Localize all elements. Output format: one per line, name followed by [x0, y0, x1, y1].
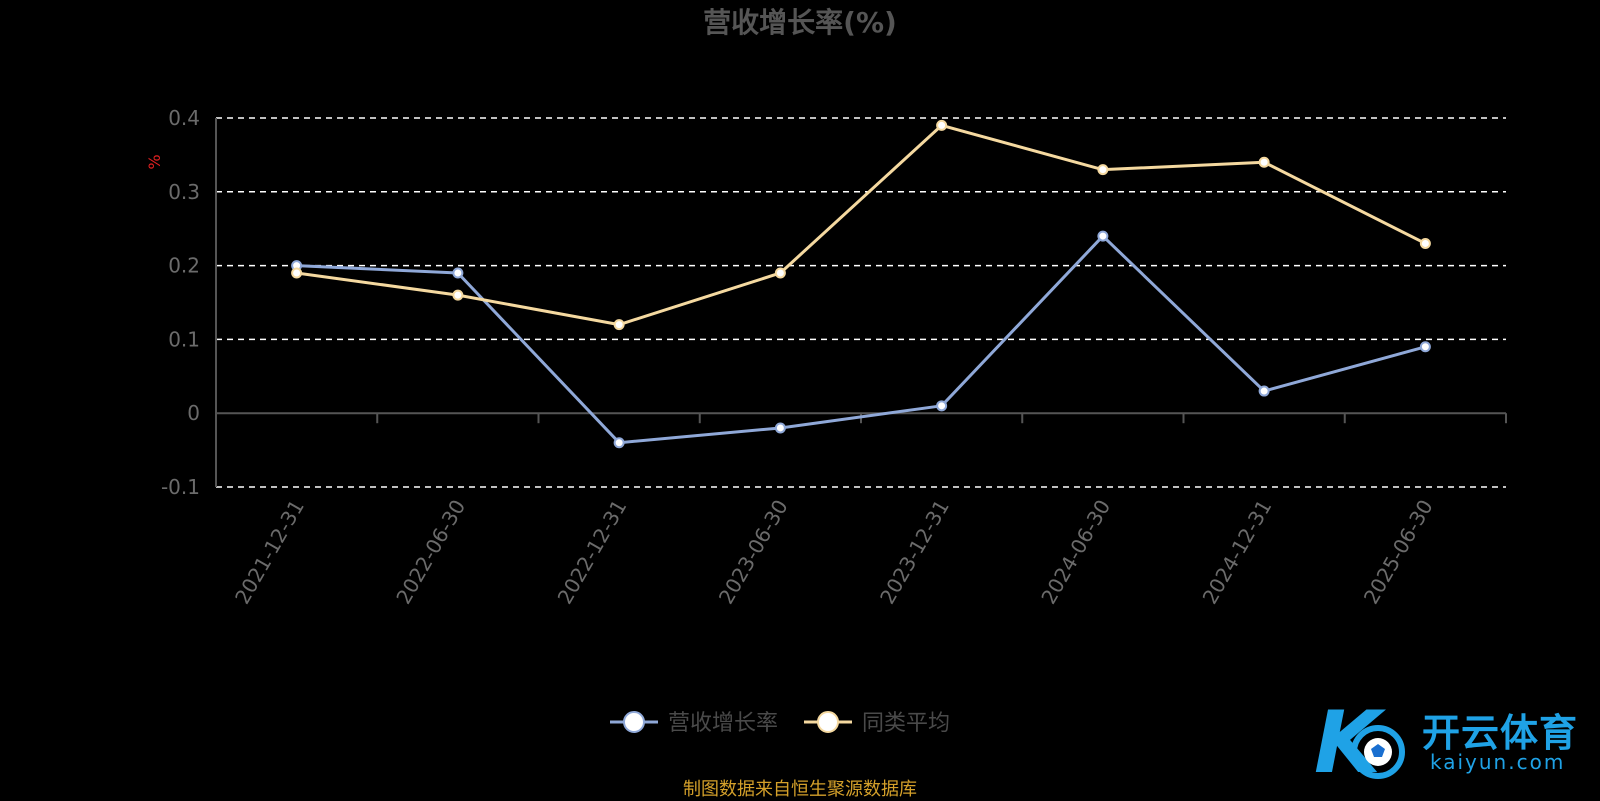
- data-point: [452, 289, 464, 301]
- logo-url: kaiyun.com: [1430, 750, 1566, 774]
- data-point: [613, 437, 625, 449]
- y-axis-label: %: [145, 154, 164, 169]
- y-tick-label: 0: [187, 401, 200, 425]
- data-point: [774, 267, 786, 279]
- x-tick-label: 2022-12-31: [553, 496, 632, 609]
- x-tick-label: 2023-12-31: [875, 496, 954, 609]
- x-tick-label: 2022-06-30: [391, 496, 470, 609]
- legend-marker: [817, 711, 839, 733]
- y-tick-label: 0.3: [168, 180, 200, 204]
- data-point: [1097, 164, 1109, 176]
- data-point: [936, 119, 948, 131]
- data-point: [1258, 385, 1270, 397]
- logo-text: 开云体育: [1422, 711, 1579, 755]
- x-tick-label: 2025-06-30: [1359, 496, 1438, 609]
- y-tick-label: -0.1: [161, 475, 200, 499]
- data-source-note: 制图数据来自恒生聚源数据库: [683, 779, 917, 800]
- x-tick-label: 2023-06-30: [714, 496, 793, 609]
- y-tick-label: 0.2: [168, 254, 200, 278]
- data-point: [1258, 156, 1270, 168]
- legend-label: 同类平均: [862, 711, 950, 736]
- x-tick-label: 2024-06-30: [1036, 496, 1115, 609]
- data-point: [1419, 237, 1431, 249]
- legend-item[interactable]: 营收增长率: [610, 711, 778, 736]
- legend-marker: [623, 711, 645, 733]
- axes: [215, 118, 1507, 487]
- data-point: [613, 319, 625, 331]
- y-tick-label: 0.1: [168, 327, 200, 351]
- y-tick-label: 0.4: [168, 106, 200, 130]
- y-tick-labels: 0.4 0.3 0.2 0.1 0 -0.1: [161, 106, 200, 499]
- x-tick-label: 2024-12-31: [1198, 496, 1277, 609]
- logo-emblem-icon: K: [1314, 693, 1405, 793]
- series-line: [296, 123, 1427, 327]
- x-tick-labels: 2021-12-31 2022-06-30 2022-12-31 2023-06-30…: [230, 496, 1438, 609]
- data-point: [1419, 341, 1431, 353]
- data-point: [936, 400, 948, 412]
- legend-label: 营收增长率: [668, 711, 778, 736]
- data-point: [1097, 230, 1109, 242]
- chart-title: 营收增长率(%): [703, 6, 897, 39]
- data-point: [291, 267, 303, 279]
- legend-item[interactable]: 同类平均: [804, 711, 950, 736]
- kaiyun-logo: K 开云体育 kaiyun.com: [1312, 693, 1592, 793]
- data-point: [452, 267, 464, 279]
- series: [291, 119, 1431, 449]
- data-point: [774, 422, 786, 434]
- series-line: [296, 234, 1426, 445]
- legend[interactable]: 营收增长率 同类平均: [610, 711, 950, 736]
- grid-lines: [216, 117, 1506, 488]
- x-tick-label: 2021-12-31: [230, 496, 309, 609]
